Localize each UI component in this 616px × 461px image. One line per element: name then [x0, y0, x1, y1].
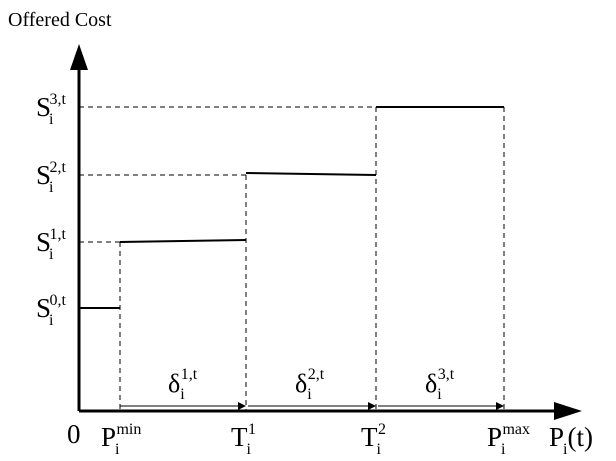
x-label-t2: Ti2	[361, 421, 386, 458]
y-label-s2: Si2,t	[36, 159, 66, 196]
x-axis-label: Pi(t)	[549, 422, 593, 458]
x-label-pmin: Pimin	[101, 421, 141, 458]
delta-label-2: δi2,t	[295, 366, 325, 403]
x-label-pmax: Pimax	[487, 421, 530, 458]
y-axis-title: Offered Cost	[8, 9, 112, 31]
y-label-s0: Si0,t	[36, 292, 66, 329]
delta-label-1: δi1,t	[168, 366, 198, 403]
step-2	[245, 172, 377, 176]
y-axis-arrowhead	[70, 44, 88, 70]
x-label-t1: Ti1	[231, 421, 256, 458]
x-axis-arrowhead	[554, 402, 582, 420]
y-label-s3: Si3,t	[36, 91, 66, 128]
delta-label-3: δi3,t	[425, 366, 455, 403]
origin-label: 0	[67, 419, 81, 449]
step-1	[119, 239, 247, 243]
y-label-s1: Si1,t	[36, 226, 66, 263]
